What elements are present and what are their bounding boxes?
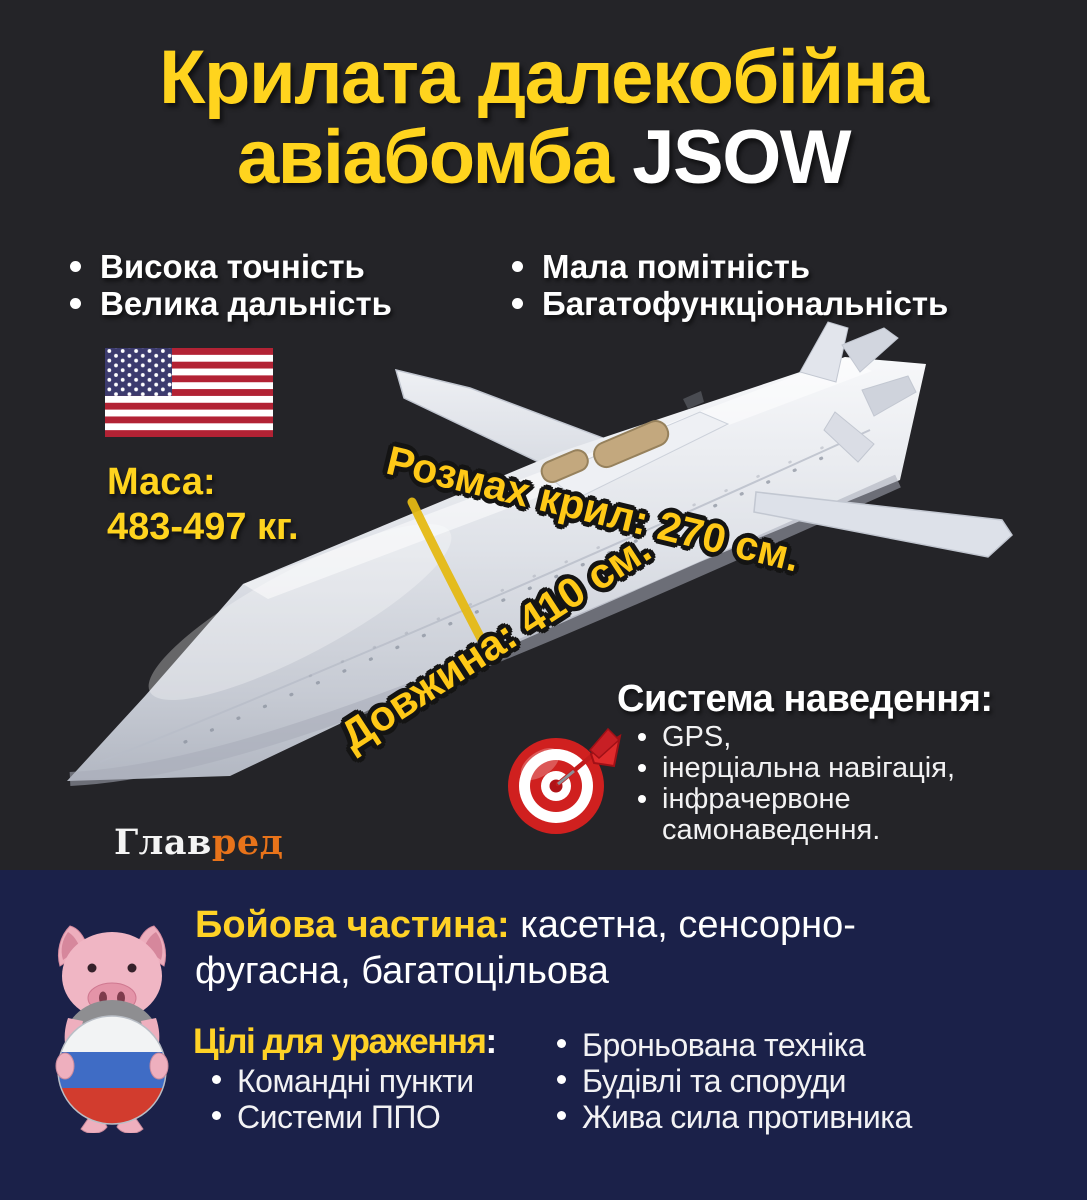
bullet-dot bbox=[557, 1111, 566, 1120]
target-item: Жива сила противника bbox=[557, 1099, 912, 1135]
feature-label: Висока точність bbox=[100, 248, 365, 285]
feature-item: Багатофункціональність bbox=[512, 285, 948, 322]
bullet-dot bbox=[212, 1111, 221, 1120]
mass-label: Маса: bbox=[107, 461, 216, 503]
bottom-section bbox=[0, 870, 1087, 1200]
feature-label: Велика дальність bbox=[100, 285, 392, 322]
title-line-2: авіабомба JSOW bbox=[0, 118, 1087, 198]
bullet-dot bbox=[70, 261, 81, 272]
target-label: Броньована техніка bbox=[582, 1027, 866, 1063]
target-item: Будівлі та споруди bbox=[557, 1063, 912, 1099]
bullet-dot bbox=[638, 795, 646, 803]
guidance-item: інерціальна навігація, bbox=[638, 753, 990, 784]
guidance-label: інфрачервоне самонаведення. bbox=[662, 783, 881, 846]
features-right-column: Мала помітність Багатофункціональність bbox=[512, 248, 948, 322]
target-label: Системи ППО bbox=[237, 1099, 441, 1135]
guidance-list: GPS, інерціальна навігація, інфрачервоне… bbox=[638, 722, 990, 846]
warhead-heading: Бойова частина: bbox=[195, 904, 510, 946]
feature-item: Мала помітність bbox=[512, 248, 948, 285]
guidance-label: GPS, bbox=[662, 721, 732, 753]
pig-mascot-russian-flag-icon bbox=[55, 925, 169, 1133]
bullet-dot bbox=[512, 298, 523, 309]
target-label: Будівлі та споруди bbox=[582, 1063, 846, 1099]
target-item: Броньована техніка bbox=[557, 1027, 912, 1063]
brand-part-orange: ред bbox=[211, 822, 284, 863]
target-label: Командні пункти bbox=[237, 1063, 474, 1099]
target-item: Командні пункти bbox=[212, 1063, 474, 1099]
bullet-dot bbox=[512, 261, 523, 272]
dartboard-target-icon bbox=[508, 727, 622, 834]
mass-value: 483-497 кг. bbox=[107, 506, 299, 548]
title-line2-accent: авіабомба bbox=[236, 115, 614, 200]
guidance-heading: Система наведення: bbox=[617, 678, 993, 720]
features-left-column: Висока точність Велика дальність bbox=[70, 248, 392, 322]
bullet-dot bbox=[557, 1075, 566, 1084]
title-line2-jsow: JSOW bbox=[632, 115, 851, 200]
mass-spec: Маса: 483-497 кг. bbox=[107, 460, 299, 550]
brand-logo: Главред bbox=[114, 822, 283, 863]
guidance-label: інерціальна навігація, bbox=[662, 752, 956, 784]
feature-label: Мала помітність bbox=[542, 248, 811, 285]
page-title: Крилата далекобійна авіабомба JSOW bbox=[0, 38, 1087, 198]
warhead-block: Бойова частина: касетна, сенсорно-фугасн… bbox=[195, 902, 885, 994]
guidance-item: GPS, bbox=[638, 722, 990, 753]
brand-part-white: Глав bbox=[114, 822, 212, 863]
bullet-dot bbox=[638, 764, 646, 772]
targets-heading-colon: : bbox=[485, 1022, 497, 1061]
us-flag-icon bbox=[105, 348, 273, 437]
bullet-dot bbox=[557, 1039, 566, 1048]
targets-heading: Цілі для ураження: bbox=[193, 1022, 497, 1062]
feature-label: Багатофункціональність bbox=[542, 285, 949, 322]
targets-heading-text: Цілі для ураження bbox=[193, 1022, 487, 1061]
warhead-value: касетна, сенсорно-фугасна, багатоцільова bbox=[195, 904, 856, 992]
guidance-item: інфрачервоне самонаведення. bbox=[638, 784, 990, 846]
bullet-dot bbox=[212, 1075, 221, 1084]
title-line-1: Крилата далекобійна bbox=[159, 35, 929, 120]
feature-item: Велика дальність bbox=[70, 285, 392, 322]
targets-left-list: Командні пункти Системи ППО bbox=[212, 1063, 474, 1135]
bullet-dot bbox=[638, 733, 646, 741]
target-item: Системи ППО bbox=[212, 1099, 474, 1135]
bullet-dot bbox=[70, 298, 81, 309]
target-label: Жива сила противника bbox=[582, 1099, 912, 1135]
targets-right-list: Броньована техніка Будівлі та споруди Жи… bbox=[557, 1027, 912, 1135]
feature-item: Висока точність bbox=[70, 248, 392, 285]
